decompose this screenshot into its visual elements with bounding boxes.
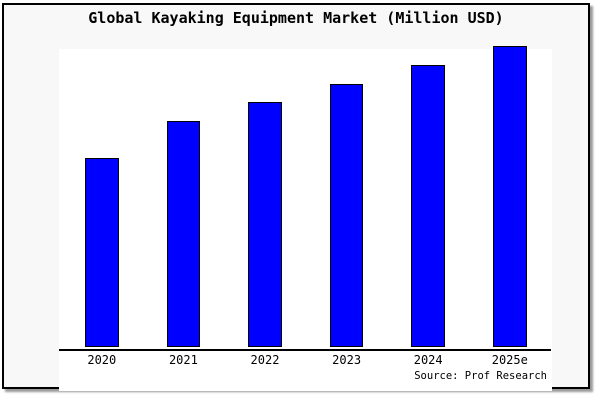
x-tick-label-2023: 2023 — [332, 353, 362, 367]
x-tick-label-2022: 2022 — [250, 353, 280, 367]
bar-2022 — [248, 102, 282, 347]
bar-2021 — [166, 120, 201, 347]
bar-2024 — [411, 64, 445, 347]
source-credit: Source: Prof Research — [414, 370, 547, 382]
x-tick-label-2024: 2024 — [413, 353, 443, 367]
x-tick-label-2025e: 2025e — [491, 353, 528, 367]
x-axis-line — [59, 349, 551, 351]
x-tick-label-2020: 2020 — [87, 353, 117, 367]
bar-2025e — [493, 46, 527, 347]
bar-2020 — [85, 157, 119, 347]
plot-area — [59, 49, 552, 391]
x-tick-label-2021: 2021 — [168, 353, 198, 367]
chart-title: Global Kayaking Equipment Market (Millio… — [88, 9, 504, 27]
chart-figure: Global Kayaking Equipment Market (Millio… — [2, 3, 590, 391]
bar-2023 — [329, 83, 364, 347]
